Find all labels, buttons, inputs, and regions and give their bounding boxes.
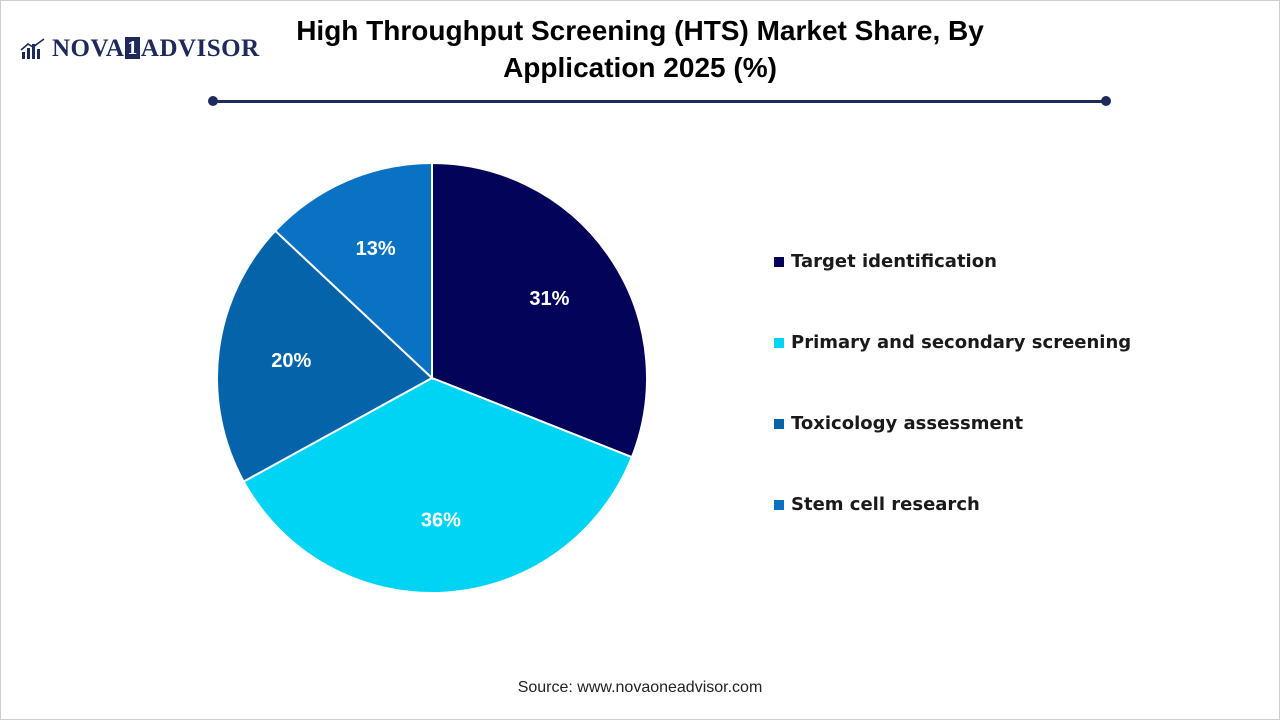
legend-swatch-target-identification — [774, 256, 784, 267]
brand-logo-text: NOVA 1 ADVISOR — [52, 36, 260, 61]
legend-swatch-stem-cell-research — [774, 499, 784, 510]
legend-item-toxicology-assessment: Toxicology assessment — [774, 410, 1131, 437]
pie-slice-target-identification — [431, 161, 648, 459]
legend-label-target-identification: Target identification — [791, 251, 997, 272]
pie-slice-stem-cell-research — [273, 161, 433, 381]
logo-advisor: ADVISOR — [140, 35, 260, 62]
logo-one: 1 — [125, 37, 140, 59]
pie-label-primary-and-secondary-screening: 36% — [421, 510, 461, 532]
legend-item-stem-cell-research: Stem cell research — [774, 491, 1131, 518]
legend-swatch-primary-and-secondary-screening — [774, 337, 784, 348]
pie-slice-primary-and-secondary-screening — [242, 376, 634, 594]
legend-swatch-toxicology-assessment — [774, 418, 784, 429]
brand-logo: NOVA 1 ADVISOR — [20, 36, 260, 61]
source-note: Source: www.novaoneadvisor.com — [517, 679, 763, 696]
pie-label-target-identification: 31% — [529, 288, 569, 310]
title-rule — [213, 100, 1107, 103]
legend-label-stem-cell-research: Stem cell research — [791, 494, 980, 515]
pie-label-toxicology-assessment: 20% — [271, 350, 311, 372]
legend-label-toxicology-assessment: Toxicology assessment — [791, 413, 1024, 434]
logo-nova: NOVA — [52, 35, 125, 62]
title-rule-right-dot — [1101, 96, 1111, 106]
chart-title: High Throughput Screening (HTS) Market S… — [296, 15, 984, 83]
pie-chart: 31% 36% 20% 13% — [216, 161, 648, 594]
pie-label-stem-cell-research: 13% — [356, 238, 396, 260]
legend-label-primary-and-secondary-screening: Primary and secondary screening — [791, 332, 1132, 353]
legend-item-primary-and-secondary-screening: Primary and secondary screening — [774, 329, 1131, 356]
pie-slice-toxicology-assessment — [216, 229, 434, 483]
bar-chart-logo-icon — [20, 37, 45, 59]
legend-item-target-identification: Target identification — [774, 248, 1131, 275]
chart-legend: Target identification Primary and seconda… — [774, 248, 1131, 572]
